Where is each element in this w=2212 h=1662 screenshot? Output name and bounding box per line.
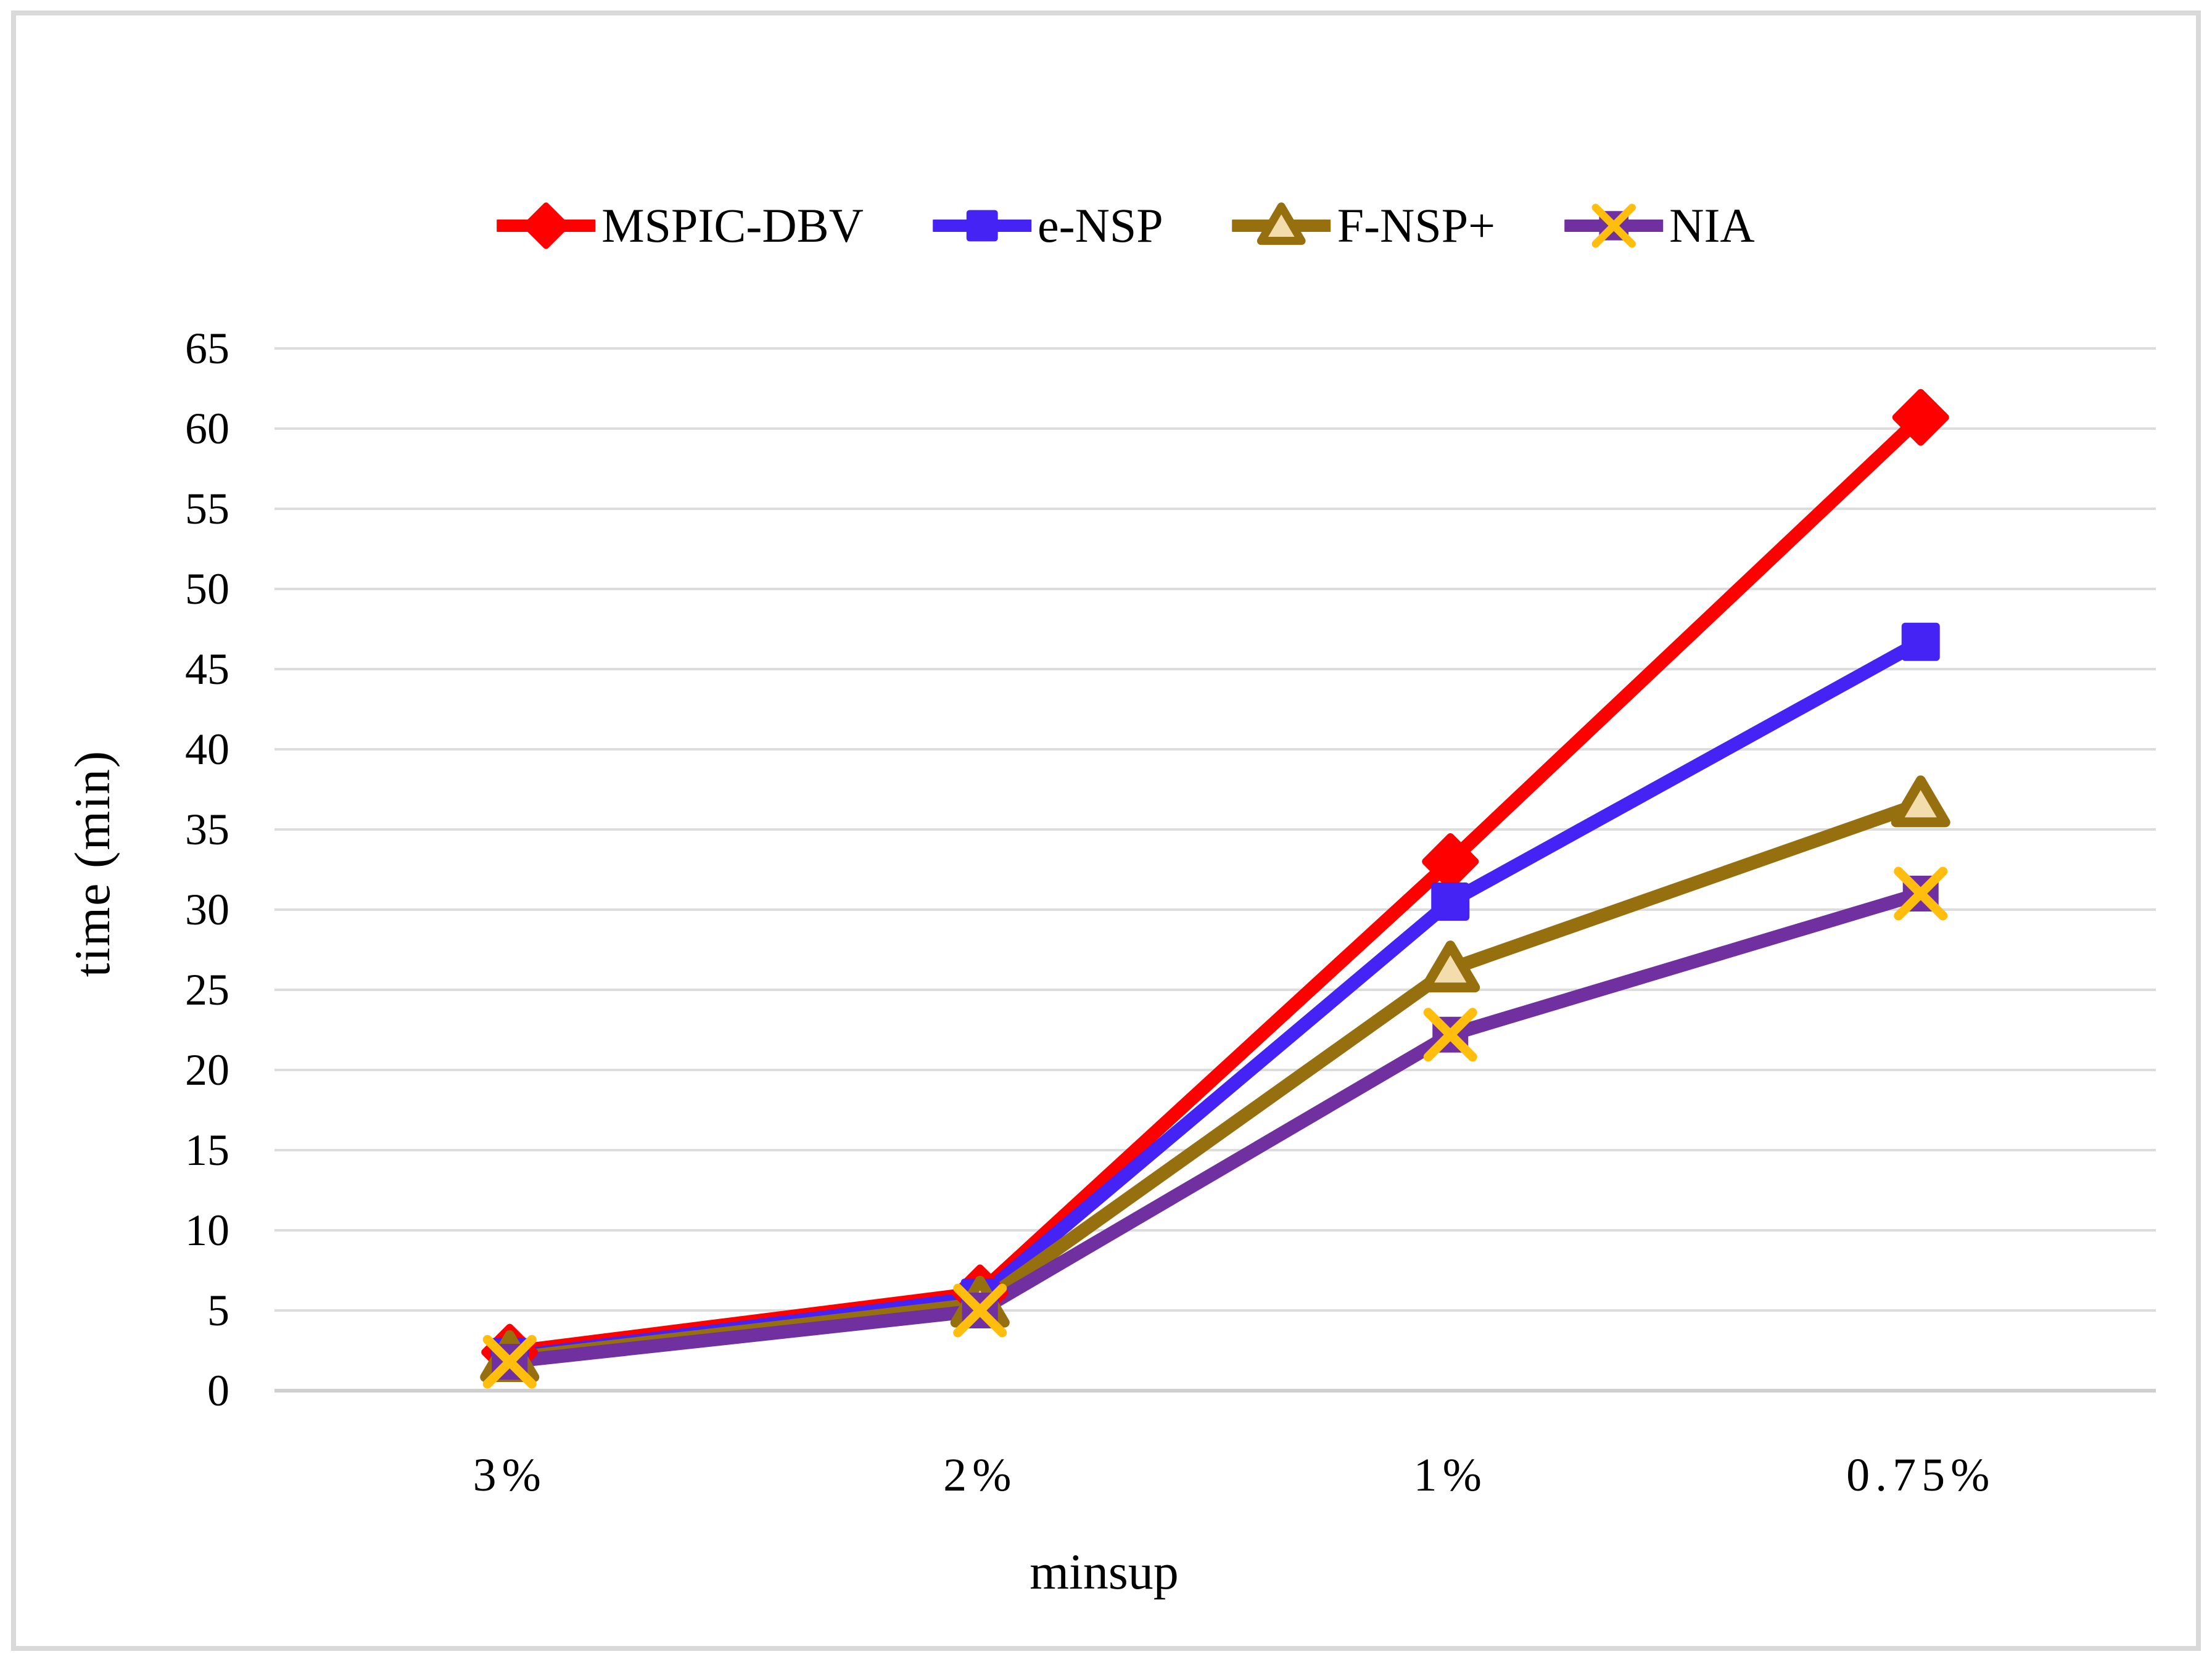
x-axis-title: minsup [1030,1544,1179,1600]
y-tick-label: 50 [185,564,229,614]
y-tick-label: 10 [185,1206,229,1255]
x-marker-stroke [482,1335,537,1389]
y-tick-label: 30 [185,885,229,934]
diamond-marker [1892,389,1949,446]
triangle-marker [1891,775,1950,828]
y-tick-label: 25 [185,965,229,1014]
legend-item-e-NSP: e-NSP [933,196,1163,255]
legend: MSPIC-DBV e-NSP F-NSP+ NIA [497,196,1755,255]
diamond-marker [522,202,569,249]
x-marker-stroke [1423,1008,1477,1062]
x-tick-label: 1% [1414,1449,1487,1501]
legend-item-NIA: NIA [1564,196,1755,255]
y-tick-label: 60 [185,404,229,453]
y-tick-label: 15 [185,1125,229,1175]
y-tick-label: 40 [185,725,229,774]
y-tick-label: 45 [185,644,229,694]
y-tick-label: 20 [185,1045,229,1095]
legend-item-MSPIC-DBV: MSPIC-DBV [497,196,864,255]
y-tick-label: 55 [185,484,229,533]
legend-key-x-square [1564,204,1664,248]
legend-label: e-NSP [1038,199,1163,252]
series-line-NIA [503,887,1928,1369]
legend-item-F-NSP+: F-NSP+ [1232,196,1495,255]
legend-label: F-NSP+ [1337,199,1496,252]
legend-key-triangle [1232,202,1331,245]
square-marker [1901,622,1940,661]
y-tick-label: 35 [185,805,229,854]
x-tick-label: 0.75% [1846,1449,1995,1501]
legend-label: MSPIC-DBV [601,199,864,252]
y-tick-label: 65 [185,324,229,373]
x-marker-stroke [1591,204,1636,248]
x-tick-label: 2% [943,1449,1017,1501]
legend-label: NIA [1669,199,1755,252]
x-marker-stroke [1894,866,1948,921]
triangle-marker [1257,202,1306,245]
legend-key-square [933,210,1032,242]
square-marker [1431,882,1470,921]
triangle-marker [1421,940,1480,993]
square-marker [966,210,998,242]
y-axis-title: time (min) [64,749,120,977]
legend-key-diamond [497,202,596,249]
y-tick-label: 0 [207,1366,229,1415]
y-tick-label: 5 [207,1286,229,1335]
x-marker-stroke [953,1283,1007,1338]
x-tick-label: 3% [473,1449,547,1501]
